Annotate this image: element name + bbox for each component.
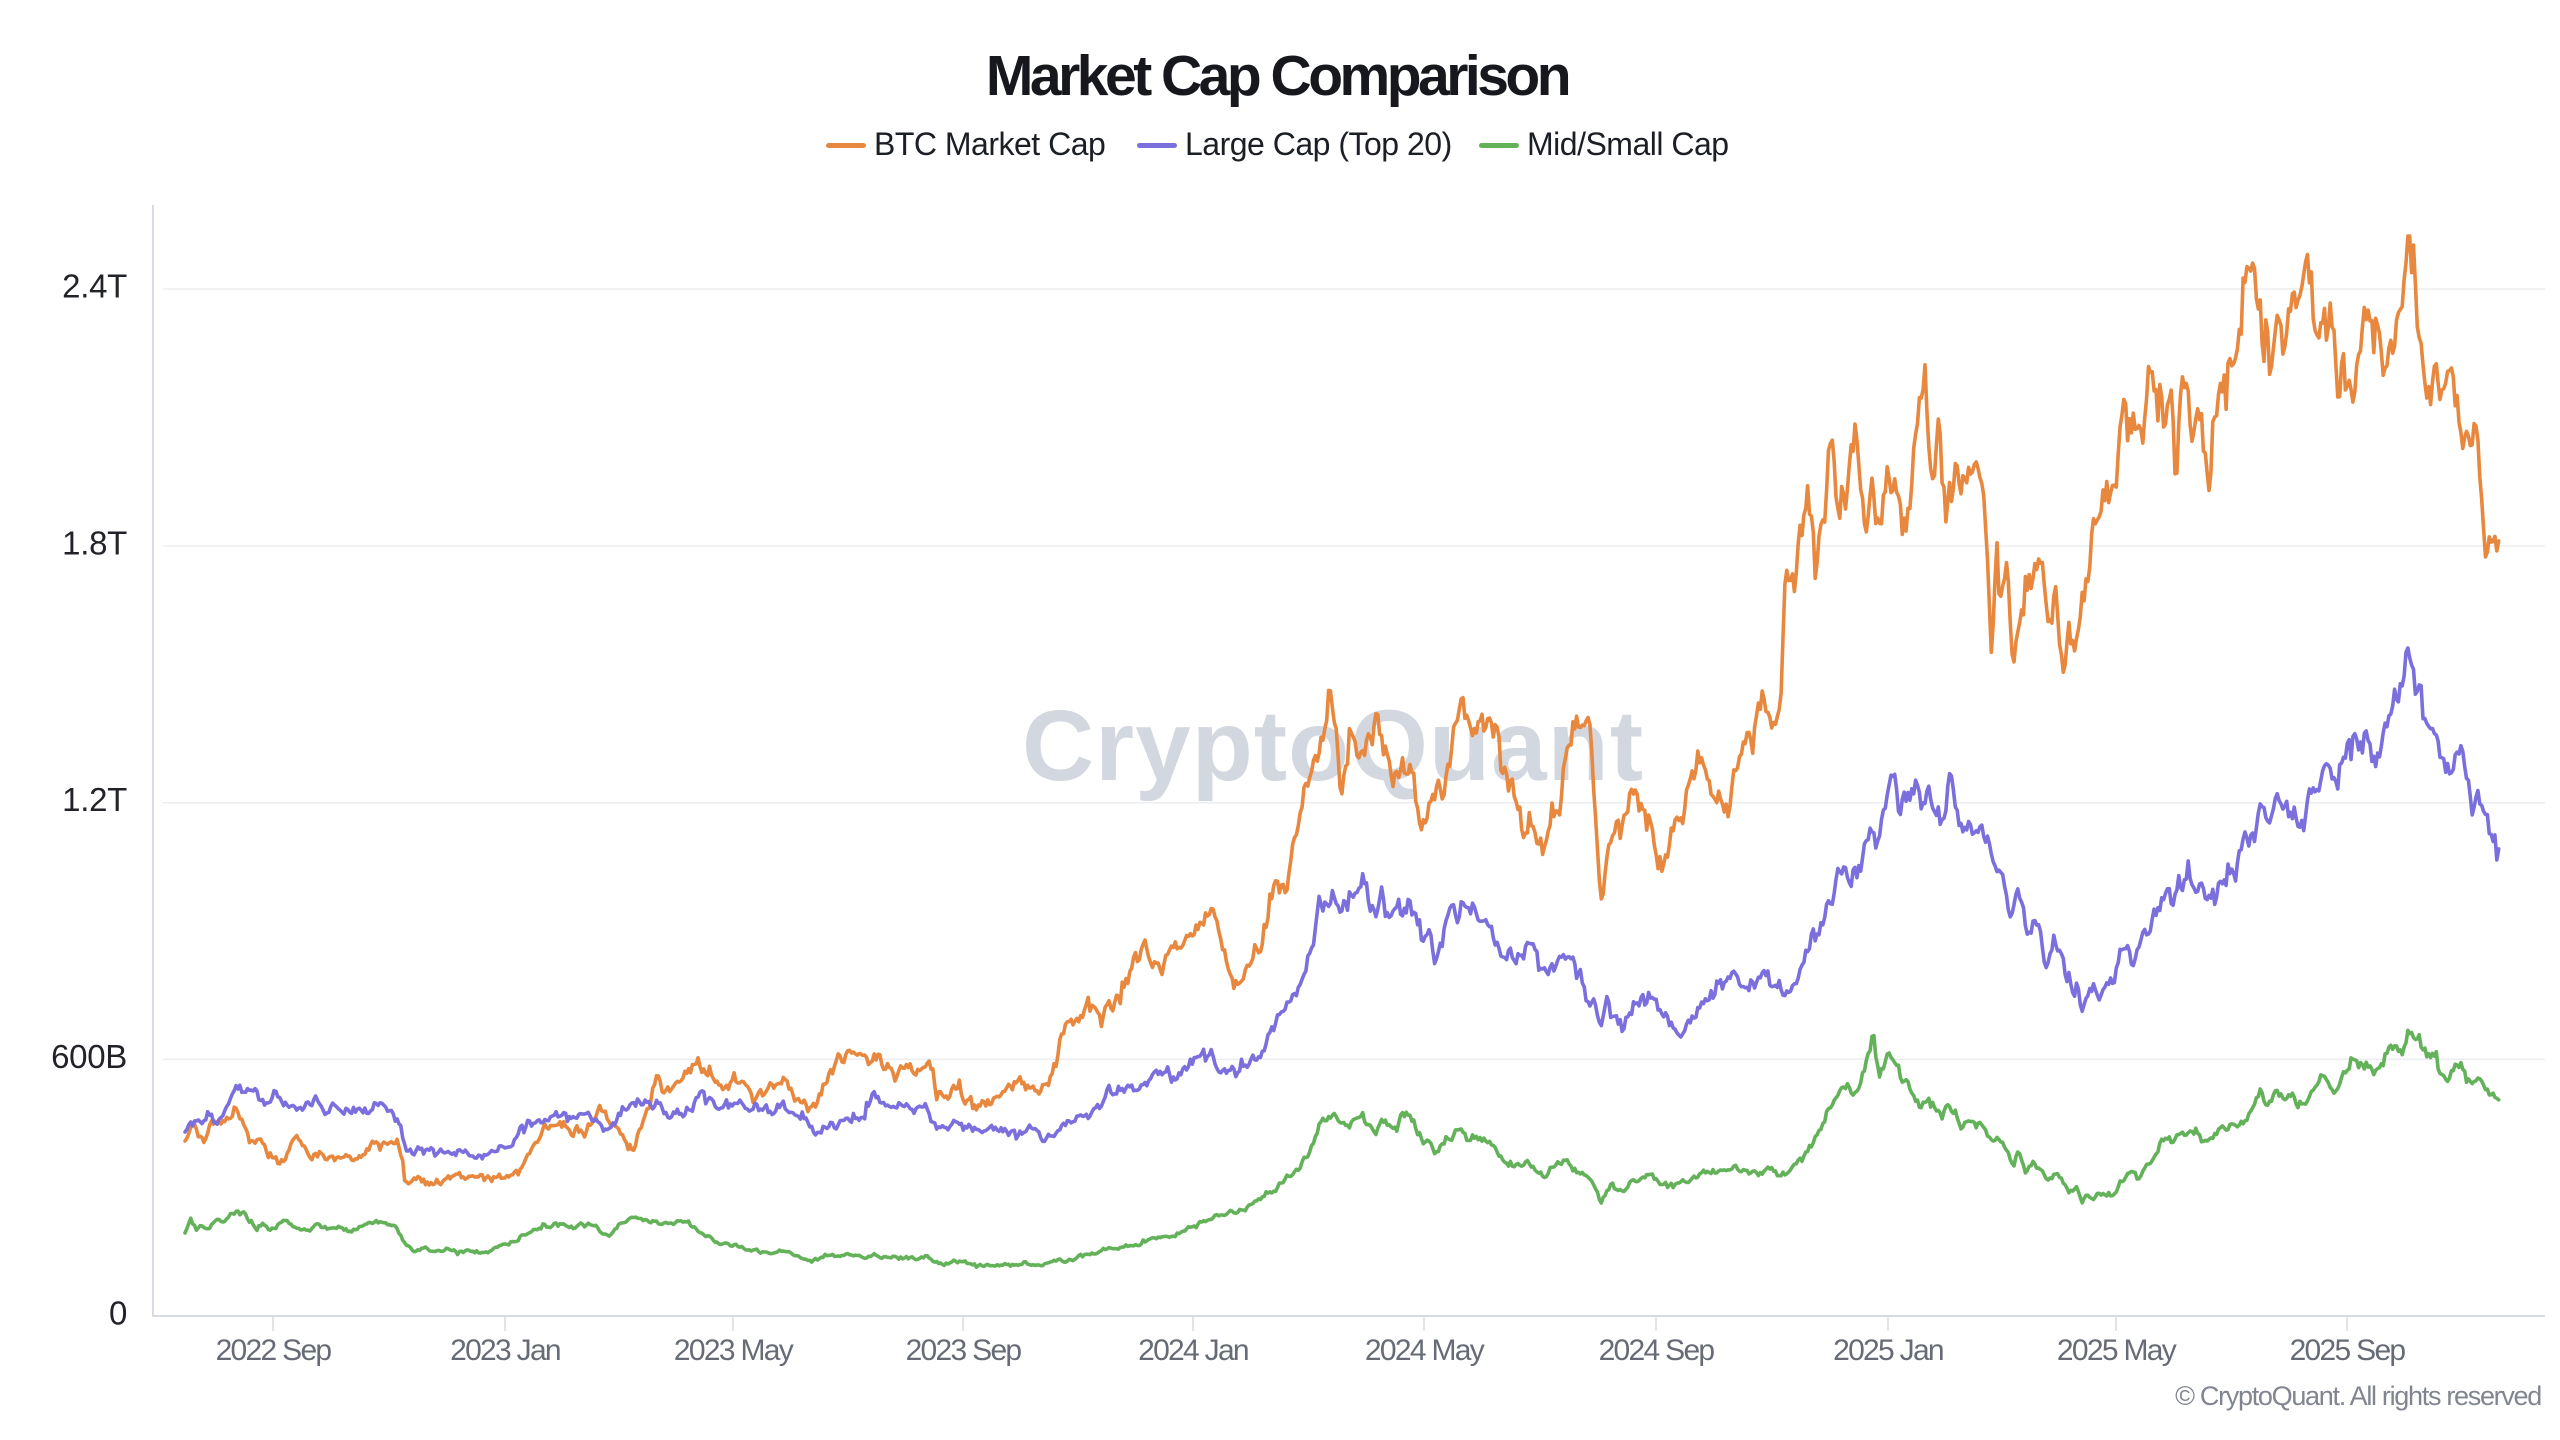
svg-text:2023 Sep: 2023 Sep xyxy=(906,1334,1022,1367)
svg-text:2025 May: 2025 May xyxy=(2057,1334,2177,1367)
svg-text:0: 0 xyxy=(109,1295,127,1332)
svg-text:2025 Jan: 2025 Jan xyxy=(1833,1334,1943,1367)
svg-text:1.2T: 1.2T xyxy=(62,781,127,818)
svg-text:2024 Sep: 2024 Sep xyxy=(1599,1334,1715,1367)
svg-text:2025 Sep: 2025 Sep xyxy=(2290,1334,2406,1367)
svg-text:Market Cap Comparison: Market Cap Comparison xyxy=(986,44,1569,108)
svg-text:600B: 600B xyxy=(51,1038,127,1075)
svg-text:Mid/Small Cap: Mid/Small Cap xyxy=(1527,126,1729,162)
svg-text:2024 May: 2024 May xyxy=(1365,1334,1485,1367)
svg-text:Large Cap (Top 20): Large Cap (Top 20) xyxy=(1185,126,1452,162)
svg-text:BTC Market Cap: BTC Market Cap xyxy=(874,126,1105,162)
svg-text:2023 Jan: 2023 Jan xyxy=(450,1334,560,1367)
svg-text:2024 Jan: 2024 Jan xyxy=(1138,1334,1248,1367)
svg-text:2.4T: 2.4T xyxy=(62,268,127,305)
svg-text:2023 May: 2023 May xyxy=(674,1334,794,1367)
svg-text:1.8T: 1.8T xyxy=(62,525,127,562)
svg-text:2022 Sep: 2022 Sep xyxy=(216,1334,332,1367)
svg-text:© CryptoQuant. All rights rese: © CryptoQuant. All rights reserved xyxy=(2175,1381,2541,1411)
